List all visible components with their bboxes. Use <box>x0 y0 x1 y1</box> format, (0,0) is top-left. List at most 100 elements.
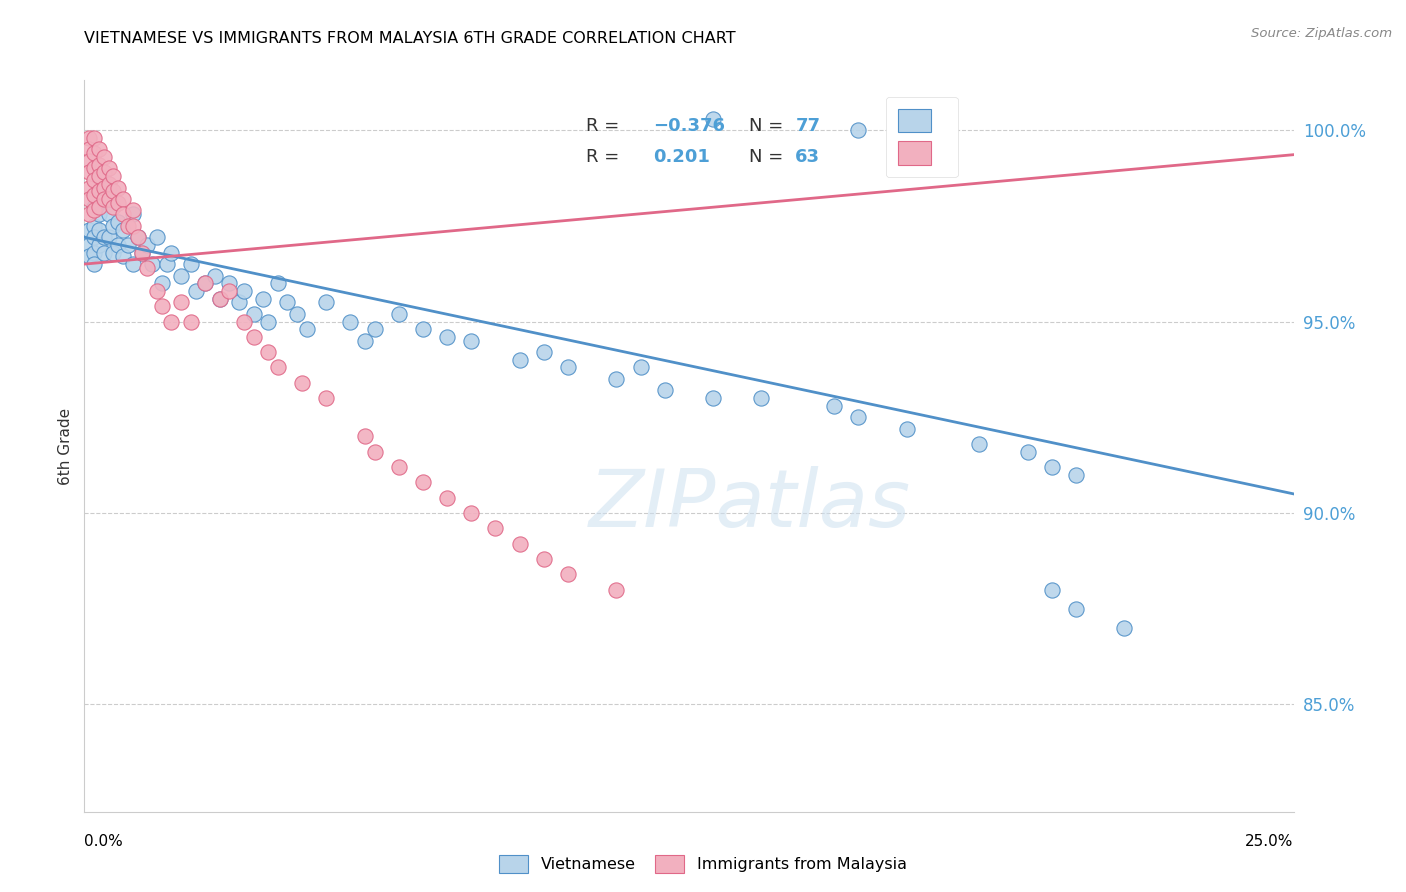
Point <box>107 180 129 194</box>
Point <box>1017 444 1039 458</box>
Point <box>107 238 129 252</box>
Point <box>295 322 318 336</box>
Point <box>77 165 100 179</box>
Y-axis label: 6th Grade: 6th Grade <box>58 408 73 484</box>
Point <box>77 222 100 236</box>
Point <box>967 437 990 451</box>
Point <box>242 330 264 344</box>
Point <box>77 153 100 168</box>
Point <box>107 215 129 229</box>
Point <box>146 230 169 244</box>
Point <box>83 161 105 176</box>
Point <box>83 203 105 218</box>
Point <box>121 207 143 221</box>
Point <box>103 200 125 214</box>
Point <box>93 165 115 179</box>
Point <box>605 582 627 597</box>
Point <box>896 422 918 436</box>
Point <box>77 142 100 156</box>
Text: R =: R = <box>586 148 631 166</box>
Point <box>112 249 135 263</box>
Point <box>83 257 105 271</box>
Point <box>208 292 231 306</box>
Point <box>170 295 193 310</box>
Point <box>1040 460 1063 475</box>
Point <box>509 536 531 550</box>
Point <box>97 161 120 176</box>
Point <box>228 295 250 310</box>
Text: 77: 77 <box>796 117 820 135</box>
Point <box>363 444 385 458</box>
Point <box>112 207 135 221</box>
Point <box>252 292 274 306</box>
Text: 25.0%: 25.0% <box>1246 834 1294 849</box>
Point <box>388 460 411 475</box>
Point <box>533 552 555 566</box>
Point <box>77 130 100 145</box>
Point <box>1064 601 1087 615</box>
Point <box>97 177 120 191</box>
Point <box>112 192 135 206</box>
Point <box>533 345 555 359</box>
Point <box>315 391 337 405</box>
Point <box>83 130 105 145</box>
Point <box>155 257 177 271</box>
Point <box>77 249 100 263</box>
Point <box>112 222 135 236</box>
Point <box>267 277 290 291</box>
Point <box>484 521 506 535</box>
Point <box>412 475 434 490</box>
Point <box>77 192 100 206</box>
Point <box>117 238 139 252</box>
Point <box>97 180 120 194</box>
Point <box>702 391 724 405</box>
Point <box>87 207 110 221</box>
Point <box>160 314 183 328</box>
Point <box>285 307 308 321</box>
Point <box>77 180 100 194</box>
Text: 0.201: 0.201 <box>652 148 710 166</box>
Point <box>557 567 579 582</box>
Point <box>160 245 183 260</box>
Point <box>93 150 115 164</box>
Point <box>630 360 652 375</box>
Point <box>605 372 627 386</box>
Point <box>131 245 153 260</box>
Point <box>117 219 139 233</box>
Point <box>509 352 531 367</box>
Point <box>146 284 169 298</box>
Point <box>87 238 110 252</box>
Point <box>103 169 125 183</box>
Point <box>1040 582 1063 597</box>
Point <box>87 142 110 156</box>
Point <box>180 257 202 271</box>
Point <box>83 146 105 161</box>
Point <box>121 219 143 233</box>
Point <box>87 169 110 183</box>
Point <box>218 277 240 291</box>
Point <box>194 277 217 291</box>
Point <box>436 330 458 344</box>
Point <box>233 314 256 328</box>
Point <box>150 277 173 291</box>
Point <box>97 207 120 221</box>
Point <box>339 314 361 328</box>
Point <box>194 277 217 291</box>
Point <box>150 299 173 313</box>
Point <box>93 180 115 194</box>
Point <box>87 222 110 236</box>
Text: VIETNAMESE VS IMMIGRANTS FROM MALAYSIA 6TH GRADE CORRELATION CHART: VIETNAMESE VS IMMIGRANTS FROM MALAYSIA 6… <box>84 31 735 46</box>
Point <box>77 207 100 221</box>
Point <box>291 376 314 390</box>
Point <box>751 391 773 405</box>
Point <box>103 219 125 233</box>
Point <box>276 295 298 310</box>
Point <box>267 360 290 375</box>
Point <box>97 192 120 206</box>
Point <box>83 173 105 187</box>
Point <box>136 238 159 252</box>
Point <box>204 268 226 283</box>
Point <box>97 230 120 244</box>
Point <box>823 399 845 413</box>
Point <box>460 334 482 348</box>
